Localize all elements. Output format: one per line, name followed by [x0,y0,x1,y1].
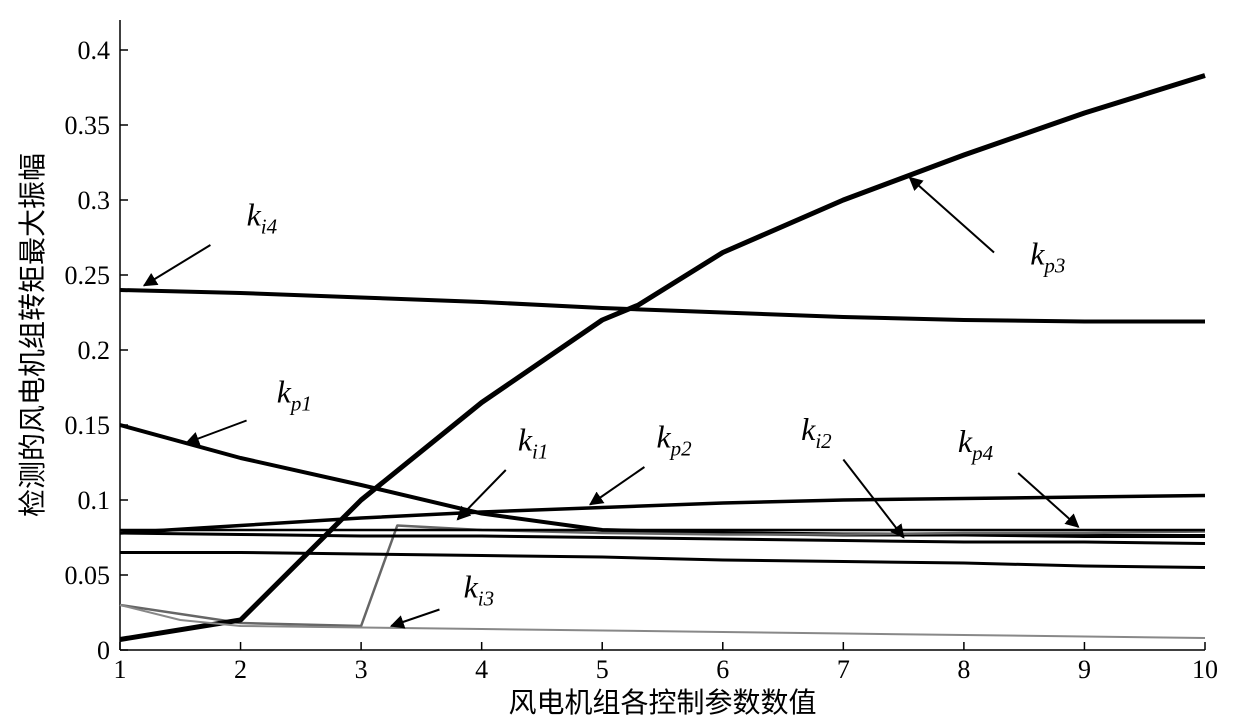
x-tick-label: 10 [1192,655,1218,684]
x-tick-label: 4 [475,655,488,684]
x-axis-label: 风电机组各控制参数数值 [508,687,816,719]
y-tick-label: 0.1 [78,486,111,515]
x-tick-label: 1 [114,655,127,684]
y-tick-label: 0 [97,636,110,665]
x-tick-label: 7 [837,655,850,684]
y-tick-label: 0.25 [65,261,111,290]
x-tick-label: 8 [957,655,970,684]
y-tick-label: 0.05 [65,561,111,590]
line-chart: 1 2 3 4 5 6 7 8 9 10 0 0.05 0.1 0.15 0.2 0.25 0.3 0.35 0.4… [0,0,1239,725]
y-tick-label: 0.3 [78,186,111,215]
y-tick-label: 0.4 [78,36,111,65]
chart-bg [0,0,1239,725]
x-tick-label: 9 [1078,655,1091,684]
x-tick-label: 5 [596,655,609,684]
x-tick-label: 3 [355,655,368,684]
x-tick-label: 2 [234,655,247,684]
y-tick-label: 0.2 [78,336,111,365]
y-tick-label: 0.15 [65,411,111,440]
x-tick-label: 6 [716,655,729,684]
y-axis-label: 检测的风电机组转矩最大振幅 [17,153,49,517]
y-tick-label: 0.35 [65,111,111,140]
